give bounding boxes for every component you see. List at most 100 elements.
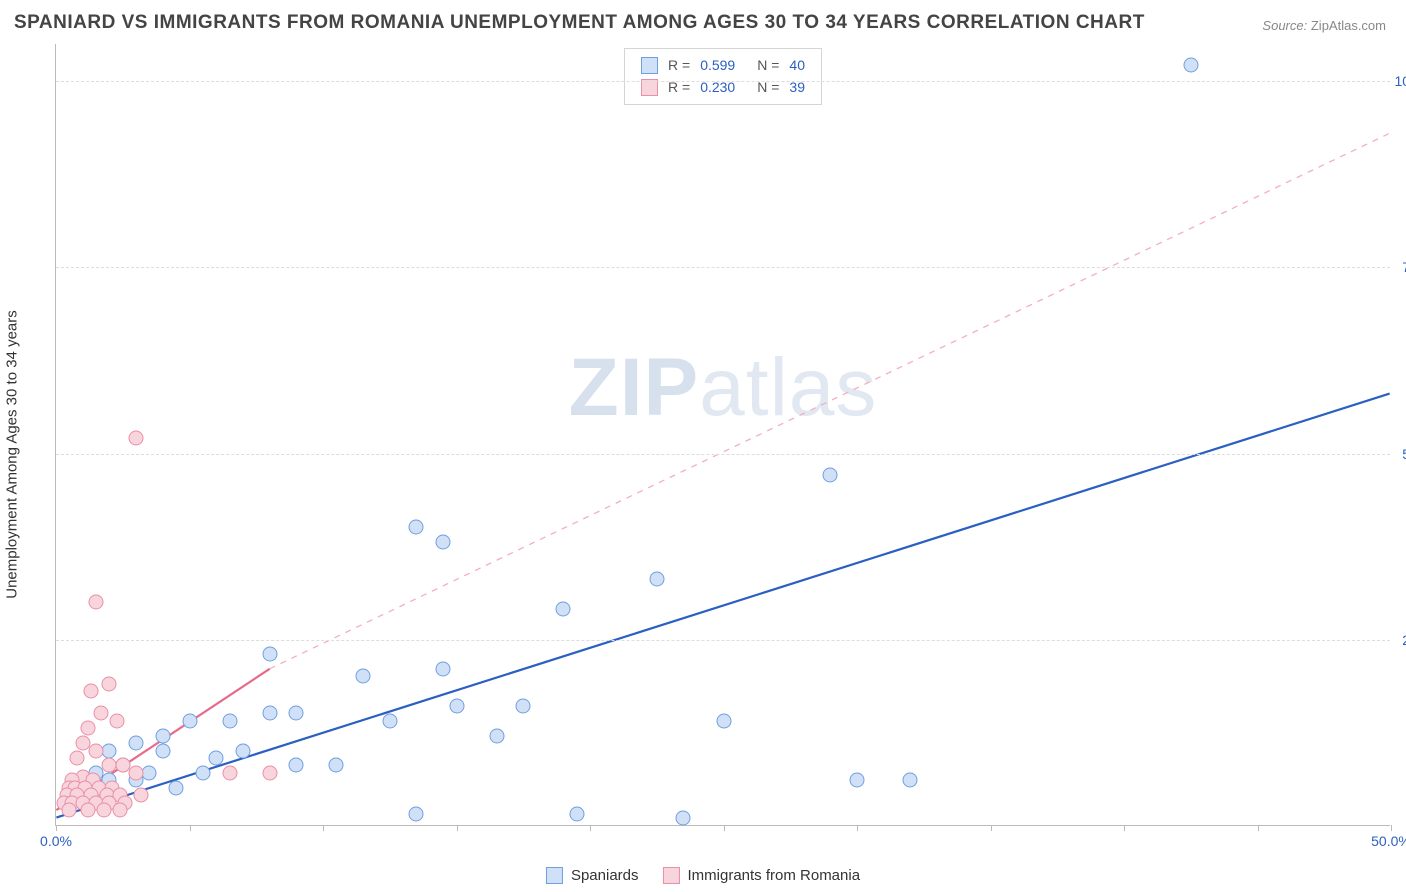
data-point — [262, 765, 277, 780]
gridline — [56, 267, 1390, 268]
n-label: N = — [757, 54, 779, 76]
watermark-right: atlas — [699, 342, 877, 433]
data-point — [155, 728, 170, 743]
source-credit: Source: ZipAtlas.com — [1262, 18, 1386, 33]
data-point — [676, 810, 691, 825]
data-point — [62, 803, 77, 818]
data-point — [134, 788, 149, 803]
gridline — [56, 454, 1390, 455]
data-point — [489, 728, 504, 743]
data-point — [102, 676, 117, 691]
x-tick — [190, 825, 191, 831]
data-point — [129, 765, 144, 780]
data-point — [113, 803, 128, 818]
x-tick — [590, 825, 591, 831]
data-point — [436, 661, 451, 676]
legend-row: R = 0.599 N = 40 — [641, 54, 805, 76]
data-point — [556, 602, 571, 617]
data-point — [289, 758, 304, 773]
data-point — [1183, 58, 1198, 73]
y-tick-label: 25.0% — [1402, 632, 1406, 648]
legend-swatch — [546, 867, 563, 884]
y-tick-label: 75.0% — [1402, 259, 1406, 275]
r-value: 0.599 — [700, 54, 735, 76]
data-point — [436, 535, 451, 550]
data-point — [97, 803, 112, 818]
legend-swatch — [641, 57, 658, 74]
data-point — [169, 780, 184, 795]
data-point — [716, 713, 731, 728]
y-tick-label: 50.0% — [1402, 446, 1406, 462]
data-point — [409, 520, 424, 535]
data-point — [89, 594, 104, 609]
data-point — [195, 765, 210, 780]
trend-line — [270, 133, 1390, 669]
data-point — [382, 713, 397, 728]
data-point — [94, 706, 109, 721]
x-tick — [1124, 825, 1125, 831]
data-point — [649, 572, 664, 587]
data-point — [110, 713, 125, 728]
y-tick-label: 100.0% — [1395, 73, 1406, 89]
n-label: N = — [757, 76, 779, 98]
data-point — [81, 721, 96, 736]
data-point — [182, 713, 197, 728]
legend-item: Spaniards — [546, 867, 639, 884]
legend-label: Spaniards — [571, 867, 639, 884]
x-tick — [56, 825, 57, 831]
chart-title: SPANIARD VS IMMIGRANTS FROM ROMANIA UNEM… — [14, 12, 1145, 34]
x-tick — [991, 825, 992, 831]
y-axis-label: Unemployment Among Ages 30 to 34 years — [4, 310, 21, 599]
legend-row: R = 0.230 N = 39 — [641, 76, 805, 98]
data-point — [903, 773, 918, 788]
data-point — [449, 698, 464, 713]
data-point — [516, 698, 531, 713]
x-tick-label: 0.0% — [40, 833, 72, 849]
data-point — [142, 765, 157, 780]
watermark: ZIPatlas — [569, 341, 878, 435]
n-value: 40 — [789, 54, 805, 76]
r-value: 0.230 — [700, 76, 735, 98]
gridline — [56, 81, 1390, 82]
gridline — [56, 640, 1390, 641]
x-tick — [1258, 825, 1259, 831]
x-tick — [323, 825, 324, 831]
data-point — [356, 669, 371, 684]
data-point — [262, 706, 277, 721]
x-tick-label: 50.0% — [1371, 833, 1406, 849]
r-label: R = — [668, 76, 690, 98]
data-point — [81, 803, 96, 818]
series-legend: Spaniards Immigrants from Romania — [546, 867, 860, 884]
legend-label: Immigrants from Romania — [688, 867, 861, 884]
data-point — [129, 430, 144, 445]
scatter-plot: ZIPatlas R =0.599N =40R =0.230N =39 25.0… — [55, 44, 1390, 826]
data-point — [329, 758, 344, 773]
trend-line — [56, 394, 1389, 818]
data-point — [102, 743, 117, 758]
legend-swatch — [663, 867, 680, 884]
data-point — [89, 743, 104, 758]
legend-item: Immigrants from Romania — [663, 867, 861, 884]
x-tick — [724, 825, 725, 831]
data-point — [83, 683, 98, 698]
data-point — [235, 743, 250, 758]
data-point — [289, 706, 304, 721]
data-point — [823, 467, 838, 482]
data-point — [262, 646, 277, 661]
r-label: R = — [668, 54, 690, 76]
trend-lines — [56, 44, 1390, 825]
watermark-left: ZIP — [569, 342, 700, 433]
x-tick — [857, 825, 858, 831]
correlation-legend: R = 0.599 N = 40 R = 0.230 N = 39 — [624, 48, 822, 105]
x-tick — [1391, 825, 1392, 831]
data-point — [129, 736, 144, 751]
data-point — [70, 750, 85, 765]
data-point — [850, 773, 865, 788]
source-value: ZipAtlas.com — [1311, 18, 1386, 33]
n-value: 39 — [789, 76, 805, 98]
data-point — [209, 750, 224, 765]
data-point — [569, 806, 584, 821]
data-point — [222, 713, 237, 728]
source-label: Source: — [1262, 18, 1307, 33]
data-point — [222, 765, 237, 780]
